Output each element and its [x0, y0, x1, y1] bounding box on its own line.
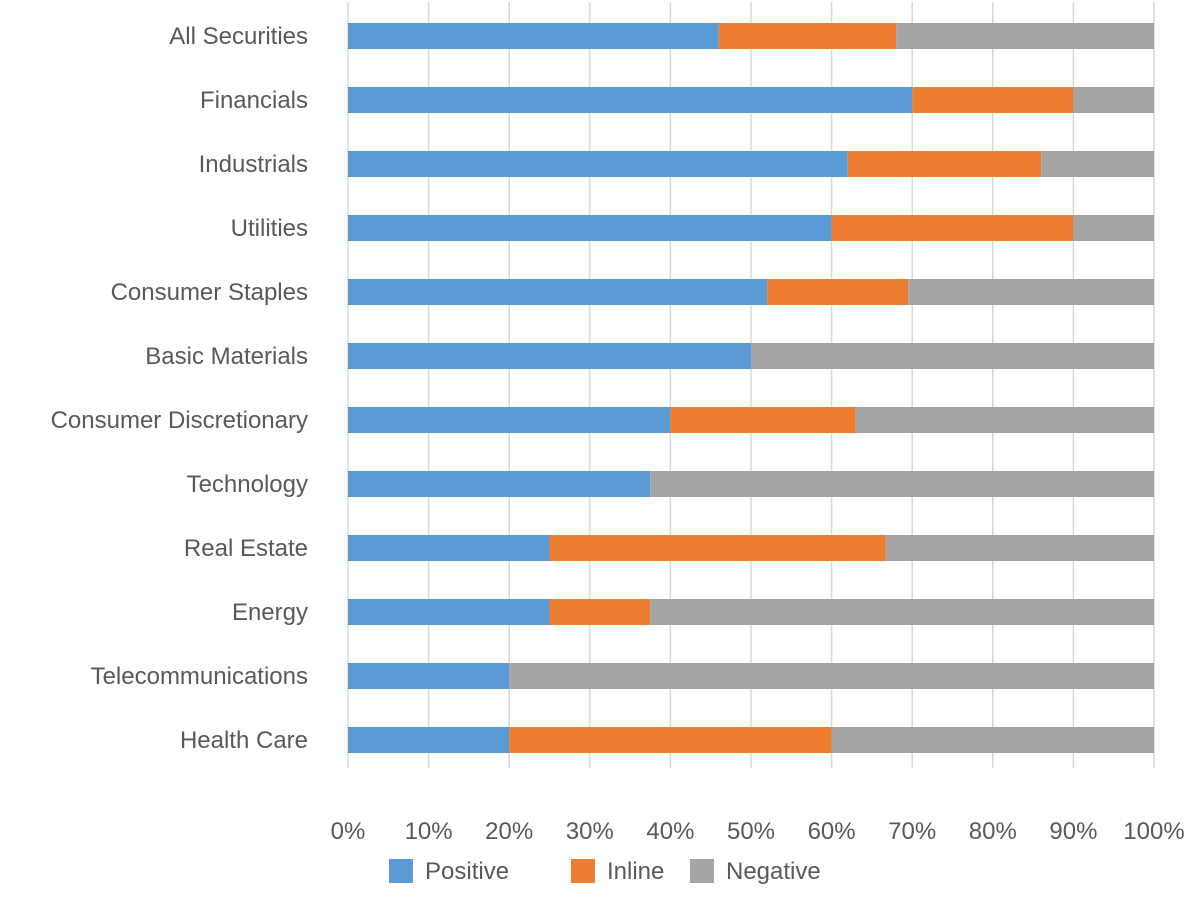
bar-energy-negative	[650, 599, 1154, 625]
bar-basic-materials-positive	[348, 343, 751, 369]
legend-label-negative: Negative	[726, 858, 821, 885]
x-tick-label-6: 60%	[808, 818, 856, 845]
bar-basic-materials-negative	[751, 343, 1154, 369]
legend: Positive Inline Negative	[389, 858, 821, 885]
x-axis-tick-labels: 0% 10% 20% 30% 40% 50% 60% 70% 80% 90% 100%	[331, 818, 1185, 845]
bar-financials-negative	[1073, 87, 1154, 113]
legend-label-positive: Positive	[425, 858, 509, 885]
bar-health-care-positive	[348, 727, 510, 753]
bar-consumer-discretionary-positive	[348, 407, 671, 433]
category-label-all-securities: All Securities	[169, 23, 308, 50]
bar-health-care-negative	[831, 727, 1154, 753]
bar-industrials-negative	[1041, 151, 1154, 177]
legend-swatch-negative	[690, 859, 714, 883]
x-tick-label-4: 40%	[646, 818, 694, 845]
bar-telecommunications-positive	[348, 663, 510, 689]
bar-energy-inline	[549, 599, 651, 625]
category-label-utilities: Utilities	[231, 215, 308, 242]
bar-telecommunications-negative	[509, 663, 1154, 689]
category-label-consumer-staples: Consumer Staples	[111, 279, 308, 306]
bar-financials-inline	[912, 87, 1074, 113]
legend-swatch-inline	[571, 859, 595, 883]
category-label-basic-materials: Basic Materials	[145, 343, 308, 370]
gridlines	[347, 2, 1155, 768]
x-tick-label-3: 30%	[566, 818, 614, 845]
x-tick-label-0: 0%	[331, 818, 366, 845]
bar-utilities-negative	[1073, 215, 1154, 241]
x-tick-label-10: 100%	[1123, 818, 1184, 845]
x-tick-label-9: 90%	[1049, 818, 1097, 845]
legend-swatch-positive	[389, 859, 413, 883]
x-tick-label-5: 50%	[727, 818, 775, 845]
category-label-technology: Technology	[187, 471, 308, 498]
bar-utilities-positive	[348, 215, 832, 241]
bar-consumer-staples-inline	[767, 279, 909, 305]
category-label-telecommunications: Telecommunications	[91, 663, 308, 690]
bars	[348, 23, 1154, 753]
bar-real-estate-positive	[348, 535, 550, 561]
bar-financials-positive	[348, 87, 913, 113]
category-label-industrials: Industrials	[199, 151, 308, 178]
x-tick-label-7: 70%	[888, 818, 936, 845]
bar-industrials-inline	[847, 151, 1042, 177]
bar-real-estate-negative	[885, 535, 1154, 561]
category-label-consumer-discretionary: Consumer Discretionary	[51, 407, 308, 434]
bar-real-estate-inline	[549, 535, 886, 561]
legend-label-inline: Inline	[607, 858, 664, 885]
bar-energy-positive	[348, 599, 550, 625]
bar-consumer-discretionary-negative	[855, 407, 1154, 433]
bar-utilities-inline	[831, 215, 1074, 241]
bar-industrials-positive	[348, 151, 848, 177]
bar-all-securities-negative	[896, 23, 1154, 49]
bar-consumer-discretionary-inline	[670, 407, 856, 433]
bar-health-care-inline	[509, 727, 832, 753]
category-label-financials: Financials	[200, 87, 308, 114]
category-label-energy: Energy	[232, 599, 308, 626]
x-tick-label-8: 80%	[969, 818, 1017, 845]
category-label-real-estate: Real Estate	[184, 535, 308, 562]
bar-technology-negative	[650, 471, 1154, 497]
bar-all-securities-positive	[348, 23, 719, 49]
bar-all-securities-inline	[718, 23, 897, 49]
x-tick-label-1: 10%	[405, 818, 453, 845]
x-tick-label-2: 20%	[485, 818, 533, 845]
bar-consumer-staples-negative	[908, 279, 1154, 305]
category-label-health-care: Health Care	[180, 727, 308, 754]
category-labels: All Securities Financials Industrials Utili…	[51, 23, 308, 754]
bar-technology-positive	[348, 471, 651, 497]
bar-consumer-staples-positive	[348, 279, 768, 305]
